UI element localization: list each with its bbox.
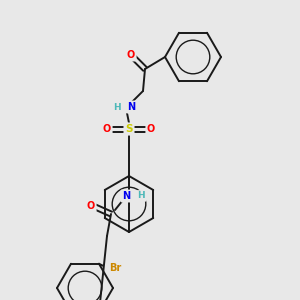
Text: S: S <box>125 124 133 134</box>
Text: N: N <box>127 102 135 112</box>
Text: O: O <box>103 124 111 134</box>
Text: O: O <box>147 124 155 134</box>
Text: O: O <box>87 201 95 211</box>
Text: N: N <box>122 191 130 201</box>
Text: H: H <box>113 103 121 112</box>
Text: Br: Br <box>109 263 121 273</box>
Text: O: O <box>127 50 135 60</box>
Text: H: H <box>137 191 145 200</box>
